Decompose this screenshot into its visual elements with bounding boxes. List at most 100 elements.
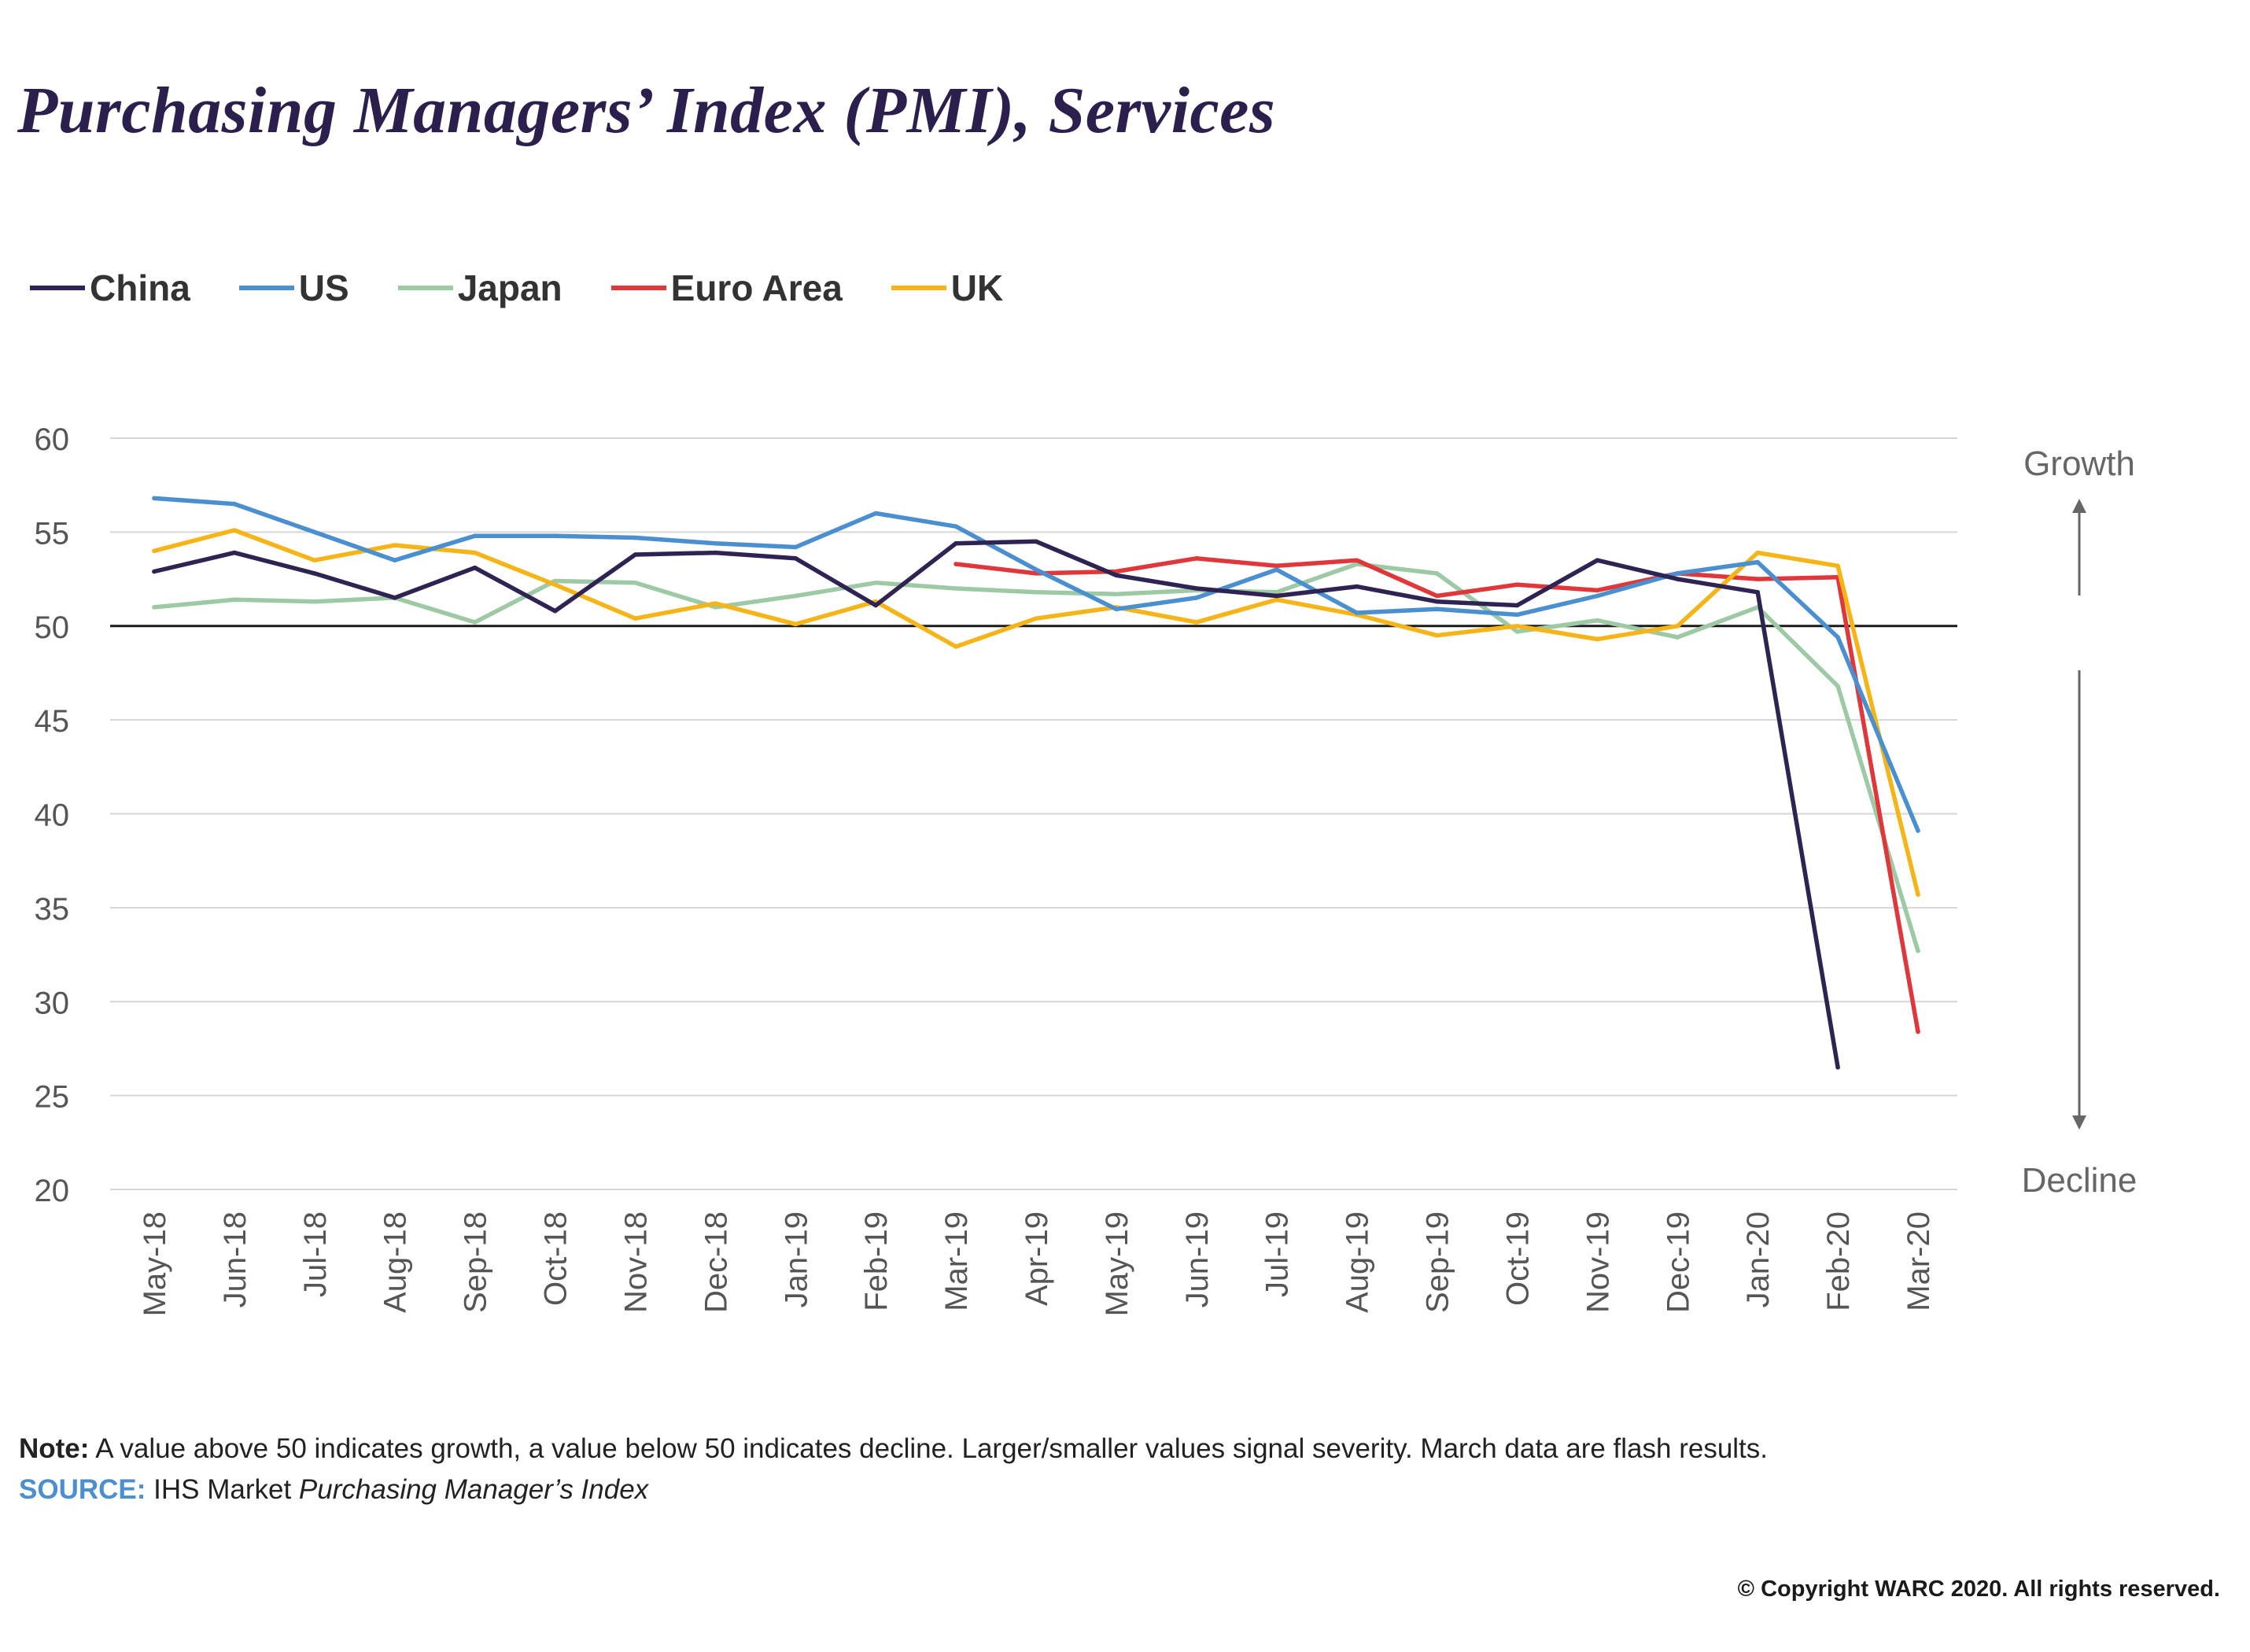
data-point [152,548,157,554]
data-point [1274,567,1279,572]
data-point [1034,590,1038,595]
footer-source: SOURCE: IHS Market Purchasing Manager’s … [19,1474,648,1506]
decline-label: Decline [2022,1161,2138,1200]
data-point [953,562,958,566]
data-point [232,501,237,507]
legend-item: US [238,267,349,309]
legend-label: US [298,267,349,308]
data-point [1595,558,1600,562]
data-point [1514,629,1520,634]
source-title: Purchasing Manager’s Index [298,1474,649,1505]
data-point [1755,577,1760,581]
x-tick-label: Aug-18 [378,1211,413,1313]
data-point [1916,1029,1920,1034]
series-china [152,539,1840,1070]
data-point [1514,582,1520,587]
legend-swatch [610,286,666,290]
data-point [1835,684,1840,688]
data-point [1274,597,1279,603]
y-tick-label: 40 [35,798,70,833]
data-point [713,550,718,555]
data-point [1916,949,1920,953]
data-point [1194,556,1199,561]
x-tick-label: Jul-19 [1260,1211,1295,1297]
x-tick-label: Jul-18 [298,1211,333,1297]
source-prefix: IHS Market [153,1474,292,1505]
legend: China US Japan Euro Area UK [30,264,1052,312]
data-point [873,581,878,585]
data-point [232,528,237,533]
data-point [1114,607,1119,612]
y-tick-label: 55 [35,516,70,551]
legend-item: UK [891,267,1003,309]
growth-arrow-icon [2072,499,2086,513]
growth-label: Growth [2023,444,2135,483]
data-point [1194,620,1199,625]
data-point [1434,607,1440,612]
data-point [1354,584,1359,589]
legend-label: China [90,267,190,308]
data-point [953,644,958,649]
x-tick-label: Sep-18 [459,1211,493,1313]
x-tick-label: Feb-20 [1821,1211,1856,1311]
data-point [633,535,638,540]
data-point [232,597,237,603]
x-tick-label: Mar-20 [1901,1211,1936,1311]
legend-item: China [30,267,190,309]
chart-title: Purchasing Managers’ Index (PMI), Servic… [17,74,1276,147]
legend-label: Japan [457,267,562,308]
y-tick-label: 35 [35,892,70,927]
footer-note: Note: A value above 50 indicates growth,… [19,1433,1768,1465]
data-point [1595,588,1600,593]
data-point [232,550,237,555]
data-point [793,556,799,561]
data-point [1274,563,1279,569]
x-tick-label: Aug-19 [1341,1211,1375,1313]
data-point [793,544,799,550]
legend-swatch [397,286,453,290]
data-point [793,593,799,599]
data-point [873,603,878,608]
series-us [152,496,1920,833]
data-point [1675,624,1680,629]
data-point [472,533,478,538]
data-point [552,582,558,587]
y-tick-label: 30 [35,986,70,1020]
data-point [633,552,638,557]
data-point [873,511,878,516]
series-line [953,556,1920,1034]
note-label: Note: [19,1433,90,1464]
decline-arrow-icon [2072,1115,2086,1130]
data-point [1514,624,1520,629]
data-point [152,569,157,574]
series-line [152,528,1920,897]
series-euro-area [953,556,1920,1034]
legend-label: UK [950,267,1004,308]
copyright: © Copyright WARC 2020. All rights reserv… [1737,1576,2220,1602]
y-tick-label: 50 [35,610,70,645]
x-tick-label: Nov-19 [1581,1211,1615,1313]
data-point [1595,593,1600,599]
data-point [1114,573,1119,578]
data-point [312,571,317,576]
x-tick-label: Feb-19 [859,1211,894,1311]
data-point [1434,571,1440,576]
y-tick-label: 20 [35,1174,70,1208]
data-point [793,621,799,627]
data-point [1755,559,1760,565]
data-point [392,543,397,548]
x-tick-label: May-19 [1100,1211,1134,1316]
data-point [312,558,317,562]
data-point [1274,590,1279,595]
y-tick-label: 45 [35,704,70,739]
data-point [472,565,478,570]
data-point [552,533,558,538]
x-tick-label: Jan-20 [1741,1211,1776,1307]
data-point [392,596,397,600]
series-uk [152,528,1920,897]
data-point [1595,636,1600,642]
data-point [713,540,718,546]
data-point [1916,892,1920,897]
x-tick-label: Dec-19 [1661,1211,1695,1313]
data-point [713,605,718,610]
